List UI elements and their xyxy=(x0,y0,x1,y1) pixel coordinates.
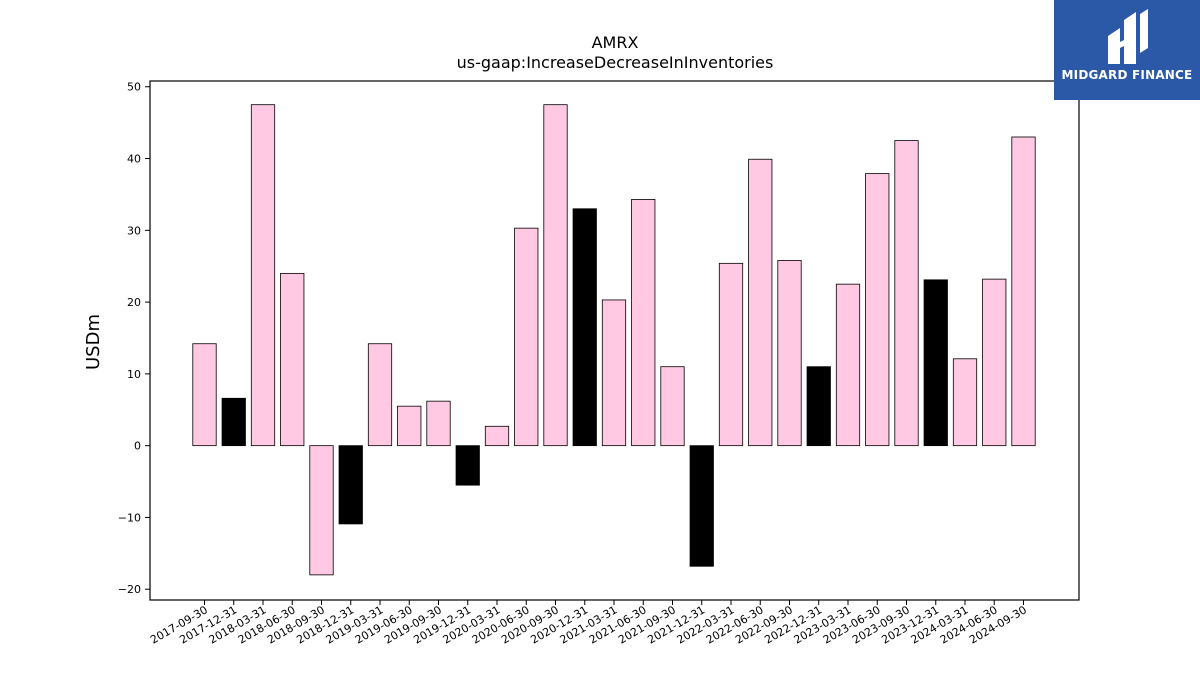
y-tick-label: 10 xyxy=(127,368,141,381)
x-axis-ticks: 2017-09-302017-12-312018-03-312018-06-30… xyxy=(148,600,1029,647)
bar-2019-09-30 xyxy=(426,400,451,447)
bars-group xyxy=(192,104,1036,576)
bar-2021-09-30 xyxy=(660,366,685,447)
y-tick-label: 50 xyxy=(127,81,141,94)
bar-2018-09-30 xyxy=(309,445,334,576)
midgard-logo-icon xyxy=(1108,9,1148,64)
y-tick-label: 0 xyxy=(134,440,141,453)
bar-2020-03-31 xyxy=(484,425,510,447)
bar-2021-03-31 xyxy=(601,299,627,447)
y-tick-label: −20 xyxy=(118,583,141,596)
y-axis-label: USDm xyxy=(83,314,104,370)
bar-2021-12-31 xyxy=(689,445,714,567)
bar-2018-03-31 xyxy=(250,104,276,447)
bar-2022-06-30 xyxy=(748,158,773,447)
bar-2019-03-31 xyxy=(367,343,393,447)
bar-2023-03-31 xyxy=(835,283,861,447)
y-tick-label: 20 xyxy=(127,296,141,309)
plot-frame xyxy=(149,80,1080,601)
bar-2022-12-31 xyxy=(806,366,831,447)
bar-2021-06-30 xyxy=(631,199,656,447)
bar-2022-09-30 xyxy=(777,260,802,447)
brand-logo: MIDGARD FINANCE xyxy=(1054,0,1200,100)
bar-2024-09-30 xyxy=(1011,136,1036,447)
y-tick-label: 40 xyxy=(127,153,141,166)
y-axis-ticks: −20 −10 0 10 20 30 40 50 xyxy=(118,81,150,596)
y-tick-label: −10 xyxy=(118,511,141,524)
y-tick-label: 30 xyxy=(127,224,141,237)
bar-2023-09-30 xyxy=(894,140,919,447)
bar-2017-12-31 xyxy=(221,397,246,447)
bar-2018-06-30 xyxy=(280,272,305,447)
bar-2023-12-31 xyxy=(923,279,948,447)
bar-2020-12-31 xyxy=(572,208,597,447)
chart-title: AMRX xyxy=(592,33,639,52)
bar-2022-03-31 xyxy=(718,262,744,447)
bar-2019-06-30 xyxy=(397,405,422,447)
chart-subtitle: us-gaap:IncreaseDecreaseInInventories xyxy=(457,53,774,72)
bar-2018-12-31 xyxy=(338,445,363,525)
bar-2020-06-30 xyxy=(514,227,539,447)
bar-2017-09-30 xyxy=(192,343,217,447)
logo-text: MIDGARD FINANCE xyxy=(1061,68,1193,82)
bar-2023-06-30 xyxy=(865,173,890,447)
bar-2024-06-30 xyxy=(982,278,1007,447)
bar-2019-12-31 xyxy=(455,445,480,486)
bar-2020-09-30 xyxy=(543,104,568,447)
bar-2024-03-31 xyxy=(952,358,978,447)
